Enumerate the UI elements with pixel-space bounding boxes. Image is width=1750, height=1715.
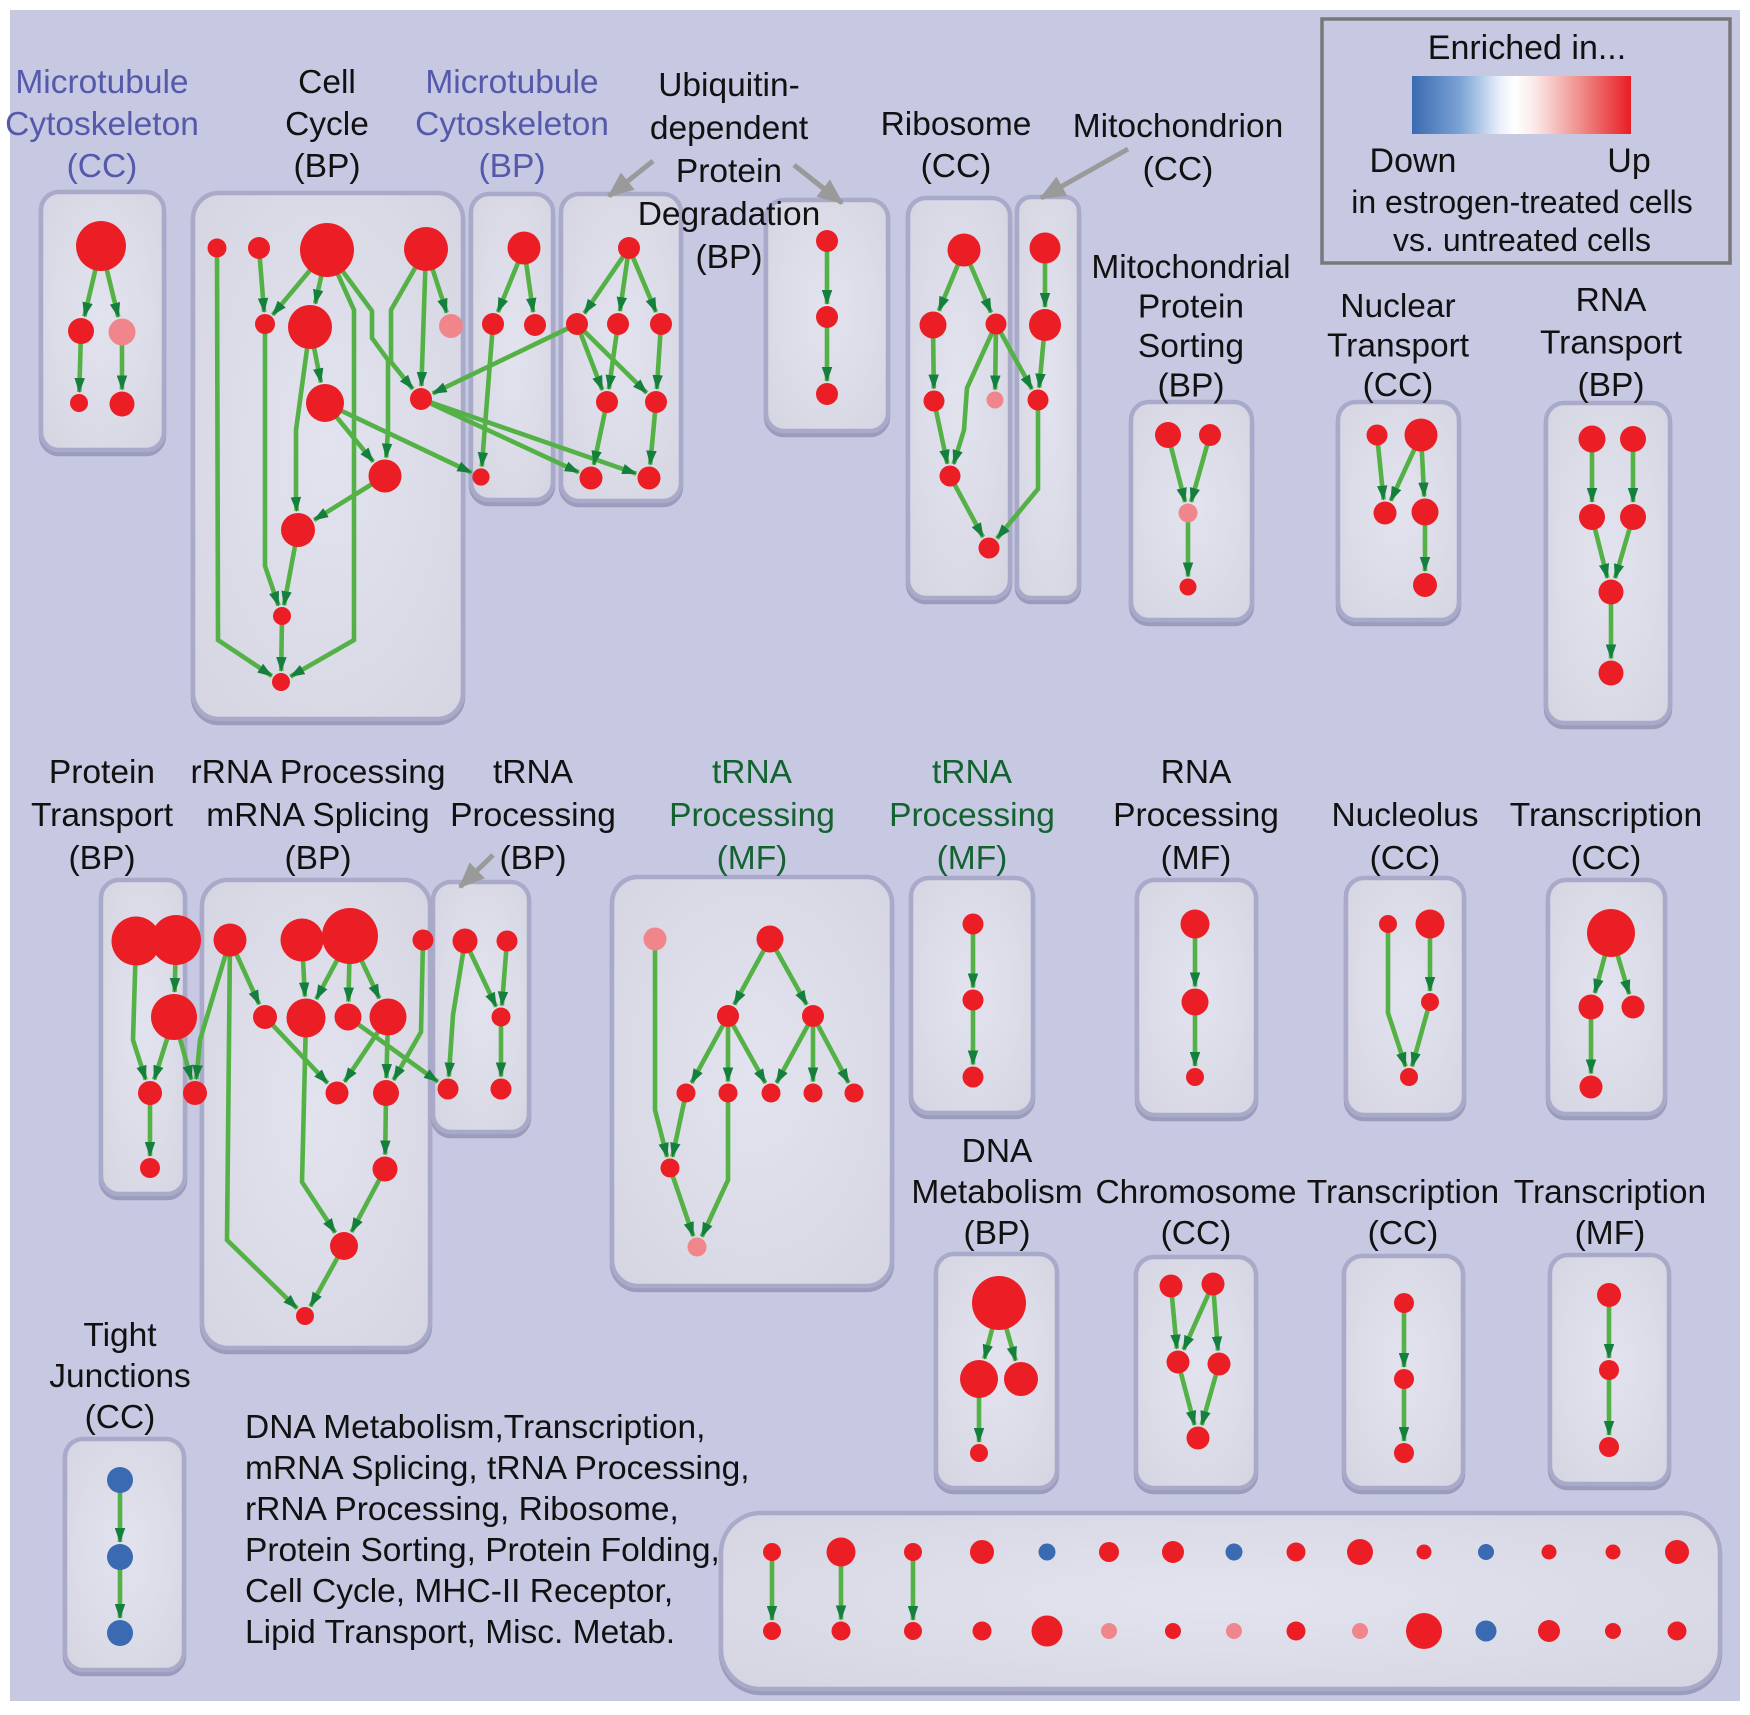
svg-text:dependent: dependent [650,110,809,147]
svg-text:vs. untreated cells: vs. untreated cells [1393,222,1651,258]
svg-text:(BP): (BP) [500,840,567,877]
svg-text:Transport: Transport [31,797,174,834]
svg-text:(CC): (CC) [1571,840,1642,877]
svg-text:Protein: Protein [1138,289,1244,326]
svg-text:(BP): (BP) [1158,368,1225,405]
svg-text:mRNA Splicing: mRNA Splicing [206,797,429,834]
svg-text:(BP): (BP) [964,1215,1031,1252]
svg-text:Nuclear: Nuclear [1340,288,1455,325]
svg-text:Sorting: Sorting [1138,328,1244,365]
svg-text:Microtubule: Microtubule [425,64,598,101]
svg-text:(CC): (CC) [1370,840,1441,877]
svg-text:Ribosome: Ribosome [881,106,1032,143]
svg-text:Transport: Transport [1540,325,1683,362]
svg-text:(BP): (BP) [1578,367,1645,404]
svg-text:Metabolism: Metabolism [911,1174,1082,1211]
svg-text:in estrogen-treated cells: in estrogen-treated cells [1351,184,1693,220]
svg-text:Chromosome: Chromosome [1095,1174,1296,1211]
svg-text:Nucleolus: Nucleolus [1331,797,1478,834]
svg-text:Protein Sorting, Protein Foldi: Protein Sorting, Protein Folding, [245,1532,720,1569]
svg-text:(CC): (CC) [1363,367,1434,404]
svg-text:tRNA: tRNA [493,754,574,791]
svg-text:DNA Metabolism,Transcription,: DNA Metabolism,Transcription, [245,1409,705,1446]
svg-text:(MF): (MF) [717,840,788,877]
svg-text:(CC): (CC) [1143,151,1214,188]
svg-text:(BP): (BP) [696,239,763,276]
svg-text:Protein: Protein [49,754,155,791]
svg-text:Junctions: Junctions [49,1358,191,1395]
svg-text:RNA: RNA [1576,282,1647,319]
svg-text:Tight: Tight [83,1317,157,1354]
svg-text:rRNA Processing, Ribosome,: rRNA Processing, Ribosome, [245,1491,679,1528]
svg-text:(BP): (BP) [479,148,546,185]
svg-text:tRNA: tRNA [712,754,793,791]
svg-text:mRNA Splicing, tRNA Processing: mRNA Splicing, tRNA Processing, [245,1450,750,1487]
svg-text:Processing: Processing [1113,797,1279,834]
svg-text:Cell: Cell [298,64,356,101]
svg-text:Transcription: Transcription [1307,1174,1499,1211]
svg-text:Mitochondrion: Mitochondrion [1073,108,1283,145]
svg-text:(MF): (MF) [1575,1215,1646,1252]
svg-text:RNA: RNA [1161,754,1232,791]
svg-text:(CC): (CC) [85,1399,156,1436]
svg-text:Cytoskeleton: Cytoskeleton [415,106,609,143]
svg-text:tRNA: tRNA [932,754,1013,791]
svg-text:Down: Down [1370,142,1457,180]
svg-text:(MF): (MF) [1161,840,1232,877]
svg-text:Mitochondrial: Mitochondrial [1091,249,1290,286]
svg-text:Transcription: Transcription [1510,797,1702,834]
svg-text:(BP): (BP) [69,840,136,877]
svg-text:(CC): (CC) [921,148,992,185]
svg-text:Degradation: Degradation [638,196,821,233]
svg-text:(CC): (CC) [1368,1215,1439,1252]
svg-text:Cycle: Cycle [285,106,369,143]
svg-text:Transport: Transport [1327,328,1470,365]
svg-text:Up: Up [1607,142,1650,180]
svg-text:Lipid Transport, Misc. Metab.: Lipid Transport, Misc. Metab. [245,1614,675,1651]
svg-text:Microtubule: Microtubule [15,64,188,101]
svg-text:rRNA Processing: rRNA Processing [190,754,445,791]
svg-text:Cytoskeleton: Cytoskeleton [5,106,199,143]
svg-text:Protein: Protein [676,153,782,190]
svg-text:DNA: DNA [962,1133,1033,1170]
svg-text:Processing: Processing [889,797,1055,834]
svg-text:Enriched in...: Enriched in... [1428,29,1626,67]
svg-text:Ubiquitin-: Ubiquitin- [658,67,800,104]
svg-text:Processing: Processing [450,797,616,834]
svg-text:(MF): (MF) [937,840,1008,877]
svg-text:(CC): (CC) [1161,1215,1232,1252]
svg-text:(CC): (CC) [67,148,138,185]
svg-text:Transcription: Transcription [1514,1174,1706,1211]
svg-text:Cell Cycle, MHC-II Receptor,: Cell Cycle, MHC-II Receptor, [245,1573,673,1610]
svg-text:Processing: Processing [669,797,835,834]
svg-text:(BP): (BP) [294,148,361,185]
svg-text:(BP): (BP) [285,840,352,877]
